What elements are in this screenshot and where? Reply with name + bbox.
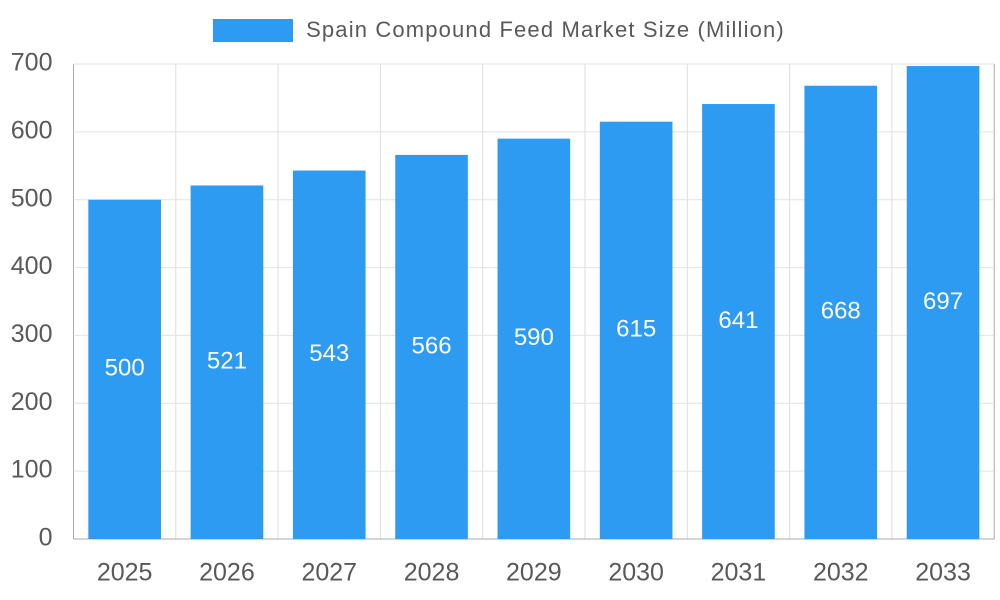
svg-text:100: 100 [11, 456, 53, 484]
svg-text:2031: 2031 [711, 559, 767, 587]
svg-text:590: 590 [514, 324, 554, 351]
svg-text:300: 300 [11, 320, 53, 348]
svg-text:500: 500 [11, 184, 53, 212]
svg-text:2028: 2028 [404, 559, 460, 587]
svg-text:2033: 2033 [915, 559, 971, 587]
svg-text:500: 500 [105, 355, 145, 382]
svg-text:2030: 2030 [608, 559, 664, 587]
svg-text:615: 615 [616, 316, 656, 343]
svg-text:2025: 2025 [97, 559, 153, 587]
svg-text:700: 700 [11, 49, 53, 77]
svg-text:521: 521 [207, 348, 247, 375]
svg-text:543: 543 [309, 340, 349, 367]
svg-text:2029: 2029 [506, 559, 562, 587]
svg-text:697: 697 [923, 288, 963, 315]
svg-text:2032: 2032 [813, 559, 869, 587]
svg-text:2027: 2027 [301, 559, 357, 587]
svg-text:668: 668 [821, 298, 861, 325]
svg-text:2026: 2026 [199, 559, 255, 587]
svg-text:566: 566 [412, 332, 452, 359]
svg-text:600: 600 [11, 116, 53, 144]
svg-text:200: 200 [11, 388, 53, 416]
svg-text:0: 0 [39, 524, 53, 552]
svg-text:641: 641 [718, 307, 758, 334]
svg-text:400: 400 [11, 252, 53, 280]
